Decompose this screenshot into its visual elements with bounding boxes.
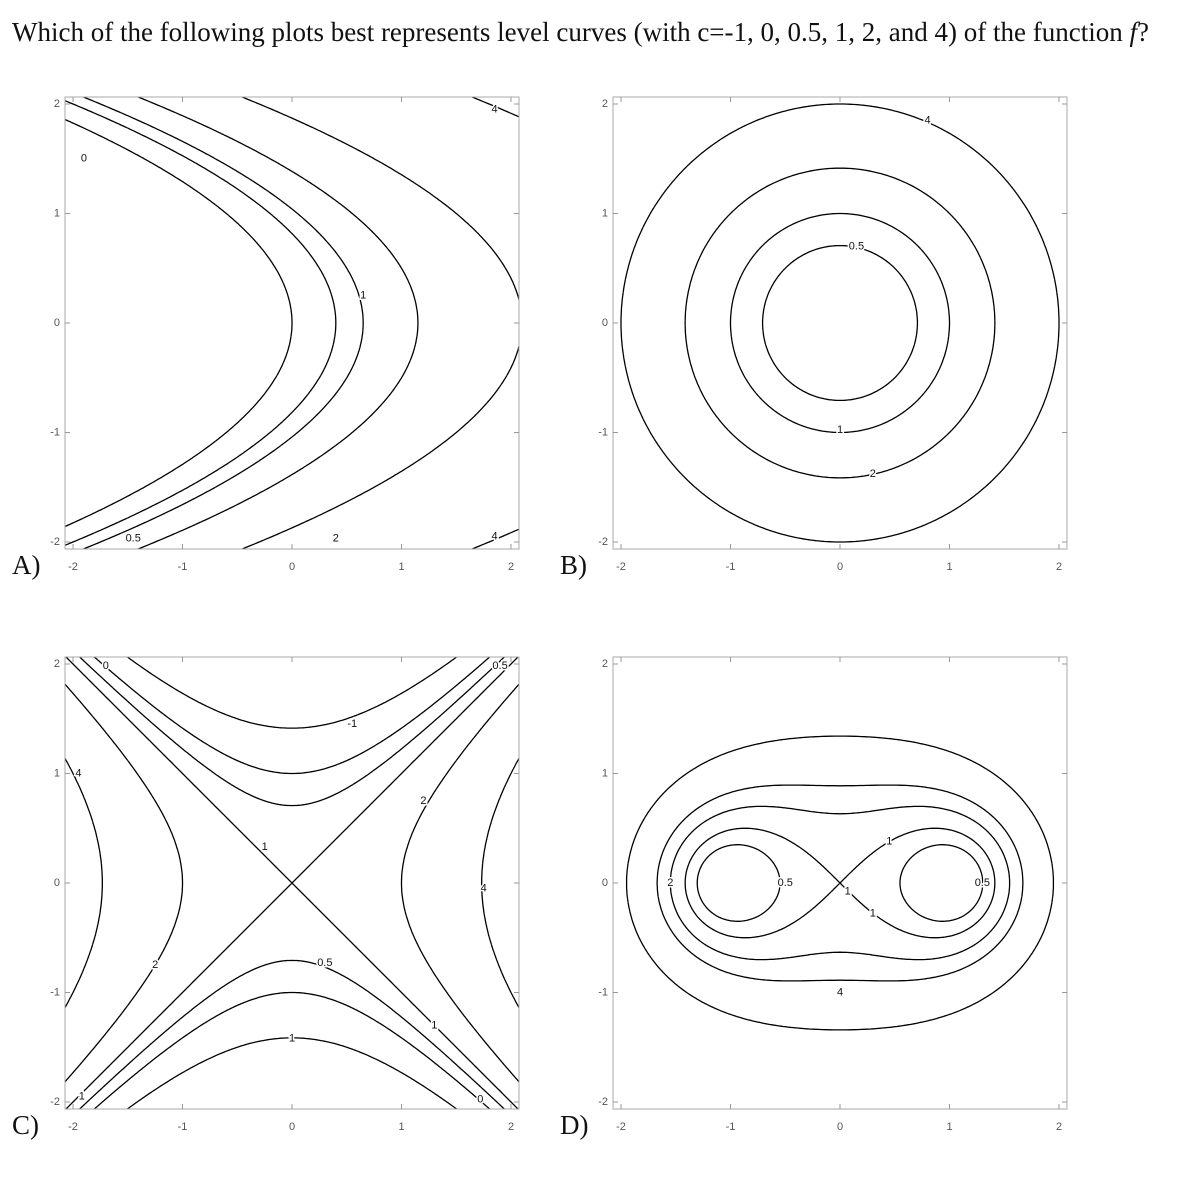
contour-label: 0: [477, 1094, 483, 1106]
y-tick-label: 1: [602, 767, 608, 779]
y-tick-label: 1: [54, 207, 60, 219]
question-text: ?: [1136, 17, 1149, 47]
y-tick-label: 0: [54, 877, 60, 889]
x-tick-label: 0: [837, 1121, 843, 1133]
y-tick-label: -1: [598, 426, 608, 438]
x-tick-label: 1: [946, 1121, 952, 1133]
x-tick-label: 2: [508, 561, 514, 573]
contour-label: 2: [152, 959, 158, 971]
contour-label: 4: [925, 114, 931, 126]
x-tick-label: -2: [68, 1121, 78, 1133]
contour-label: 2: [333, 533, 339, 545]
plot-panel: -2 -1 0 1 2 2 1 0 -1 -2 0.5 1 2 4 B): [560, 96, 1068, 580]
contour-label: 0.5: [317, 957, 332, 969]
contour-label: 0.5: [849, 240, 864, 252]
x-tick-label: 0: [289, 1121, 295, 1133]
contour-lines: [625, 735, 1055, 1031]
option-letter: D): [560, 1110, 589, 1140]
contour-label: 4: [492, 103, 498, 115]
contour-label: 1: [886, 835, 892, 847]
contour-label: 0.5: [778, 877, 793, 889]
y-tick-label: 2: [54, 98, 60, 110]
x-tick-label: -2: [616, 561, 626, 573]
x-tick-label: -2: [68, 561, 78, 573]
x-tick-label: 1: [946, 561, 952, 573]
contour-label: 2: [870, 468, 876, 480]
contour-label: -1: [347, 718, 357, 730]
x-tick-label: 2: [508, 1121, 514, 1133]
y-tick-label: 2: [602, 658, 608, 670]
contour-label: 1: [289, 1032, 295, 1044]
contour-label: 4: [837, 986, 843, 998]
function-name: f: [1129, 17, 1137, 47]
plot-panel: -2 -1 0 1 2 2 1 0 -1 -2 0 0.5 -1 4 1 2 4 2 0.5 1 1 0 1 C): [12, 656, 520, 1140]
plot-panel: -2 -1 0 1 2 2 1 0 -1 -2 0 0.5 1 2 4 4 A): [12, 96, 520, 580]
y-tick-label: 2: [54, 658, 60, 670]
contour-lines: [65, 97, 519, 549]
y-tick-label: -1: [50, 986, 60, 998]
option-letter: B): [560, 550, 587, 580]
y-tick-label: 1: [54, 767, 60, 779]
contour-label: 0.5: [975, 877, 990, 889]
contour-label: 0: [103, 660, 109, 672]
x-tick-label: 2: [1056, 561, 1062, 573]
option-letter: A): [12, 550, 41, 580]
contour-label: 1: [79, 1090, 85, 1102]
y-tick-label: -2: [50, 1096, 60, 1108]
contour-label: 1: [837, 424, 843, 436]
contour-lines: [65, 657, 519, 1109]
contour-label: 0.5: [126, 533, 141, 545]
y-tick-label: -2: [50, 536, 60, 548]
contour-label: 1: [870, 908, 876, 920]
y-tick-label: 0: [602, 877, 608, 889]
question-text: Which of the following plots best repres…: [12, 17, 1130, 47]
plot-frame: [612, 96, 1068, 550]
y-tick-label: 0: [54, 317, 60, 329]
question: Which of the following plots best repres…: [12, 14, 1182, 50]
y-tick-label: 0: [602, 317, 608, 329]
contour-label: 4: [75, 767, 81, 779]
x-tick-label: -1: [726, 561, 736, 573]
contour-label: 1: [845, 886, 851, 898]
contour-label: 1: [262, 841, 268, 853]
x-tick-label: 0: [837, 561, 843, 573]
y-tick-label: 2: [602, 98, 608, 110]
contour-lines: [620, 103, 1060, 543]
plot-panel: -2 -1 0 1 2 2 1 0 -1 -2 2 0.5 0.5 1 1 1 4 D): [560, 656, 1068, 1140]
x-tick-label: -2: [616, 1121, 626, 1133]
y-tick-label: -2: [598, 1096, 608, 1108]
x-tick-label: 2: [1056, 1121, 1062, 1133]
y-tick-label: -1: [598, 986, 608, 998]
contour-label: 2: [667, 877, 673, 889]
contour-label: 0.5: [492, 660, 507, 672]
contour-label: 1: [360, 290, 366, 302]
x-tick-label: 1: [398, 1121, 404, 1133]
contour-label: 4: [492, 530, 498, 542]
y-tick-label: -2: [598, 536, 608, 548]
contour-label: 1: [431, 1019, 437, 1031]
x-tick-label: 0: [289, 561, 295, 573]
x-tick-label: -1: [178, 1121, 188, 1133]
contour-label: 0: [81, 153, 87, 165]
x-tick-label: -1: [178, 561, 188, 573]
contour-label: 2: [420, 795, 426, 807]
contour-label: 4: [481, 882, 487, 894]
x-tick-label: 1: [398, 561, 404, 573]
option-letter: C): [12, 1110, 39, 1140]
x-tick-label: -1: [726, 1121, 736, 1133]
y-tick-label: -1: [50, 426, 60, 438]
y-tick-label: 1: [602, 207, 608, 219]
